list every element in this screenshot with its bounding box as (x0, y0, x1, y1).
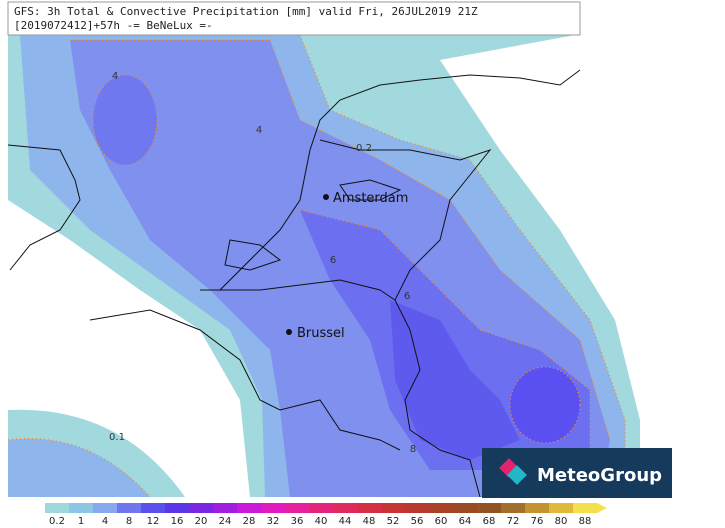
colorbar-label: 20 (195, 516, 208, 527)
logo-text: MeteoGroup (537, 465, 662, 486)
contour-label: 8 (410, 444, 416, 455)
colorbar: 0.2 1 4 8 12 16 20 24 28 32 36 40 44 48 52 56 60 64 68 72 76… (45, 503, 607, 527)
contour-label: 0.2 (356, 143, 372, 154)
colorbar-label: 40 (315, 516, 328, 527)
colorbar-segment (477, 503, 502, 513)
colorbar-segment (525, 503, 550, 513)
colorbar-segment (357, 503, 382, 513)
city-label: Amsterdam (333, 191, 408, 206)
colorbar-segment (261, 503, 286, 513)
colorbar-label: 4 (102, 516, 108, 527)
contour-label: 4 (256, 125, 262, 136)
colorbar-label: 52 (387, 516, 400, 527)
colorbar-segment (429, 503, 454, 513)
colorbar-segment (213, 503, 238, 513)
colorbar-segment (405, 503, 430, 513)
colorbar-label: 1 (78, 516, 84, 527)
contour-label: 0.1 (109, 432, 125, 443)
colorbar-segment (165, 503, 190, 513)
precip-field (7, 20, 640, 498)
contour-labels: 4 4 0.2 6 6 8 0.1 (109, 71, 416, 455)
colorbar-segment (93, 503, 118, 513)
header-box (7, 1, 581, 36)
colorbar-label: 8 (126, 516, 132, 527)
colorbar-label: 88 (579, 516, 592, 527)
colorbar-label: 36 (291, 516, 304, 527)
contour-label: 6 (404, 291, 410, 302)
colorbar-label: 16 (171, 516, 184, 527)
colorbar-segment (501, 503, 526, 513)
colorbar-segment (381, 503, 406, 513)
colorbar-label: 56 (411, 516, 424, 527)
colorbar-segment (573, 503, 598, 513)
colorbar-label: 24 (219, 516, 232, 527)
colorbar-label: 60 (435, 516, 448, 527)
colorbar-segment (285, 503, 310, 513)
city-label: Brussel (297, 326, 345, 341)
colorbar-label: 44 (339, 516, 352, 527)
colorbar-segment (141, 503, 166, 513)
header-title: GFS: 3h Total & Convective Precipitation… (14, 5, 478, 18)
colorbar-label: 0.2 (49, 516, 65, 527)
city-dot (286, 329, 292, 335)
contour-label: 6 (330, 255, 336, 266)
contour-label: 4 (112, 71, 118, 82)
colorbar-label: 32 (267, 516, 280, 527)
colorbar-segment (69, 503, 94, 513)
colorbar-label: 48 (363, 516, 376, 527)
city-dot (323, 194, 329, 200)
colorbar-segment (453, 503, 478, 513)
colorbar-segment (237, 503, 262, 513)
coastlines (7, 69, 581, 498)
colorbar-label: 72 (507, 516, 520, 527)
colorbar-segment (309, 503, 334, 513)
colorbar-label: 12 (147, 516, 160, 527)
colorbar-label: 28 (243, 516, 256, 527)
colorbar-segment (549, 503, 574, 513)
colorbar-label: 64 (459, 516, 472, 527)
colorbar-arrow (597, 503, 607, 513)
colorbar-segment (117, 503, 142, 513)
colorbar-segment (333, 503, 358, 513)
colorbar-segment (189, 503, 214, 513)
logo-icon (507, 465, 527, 485)
colorbar-segment (45, 503, 70, 513)
colorbar-label: 76 (531, 516, 544, 527)
colorbar-label: 80 (555, 516, 568, 527)
colorbar-label: 68 (483, 516, 496, 527)
header-subtitle: [2019072412]+57h -= BeNeLux =- (14, 19, 213, 32)
